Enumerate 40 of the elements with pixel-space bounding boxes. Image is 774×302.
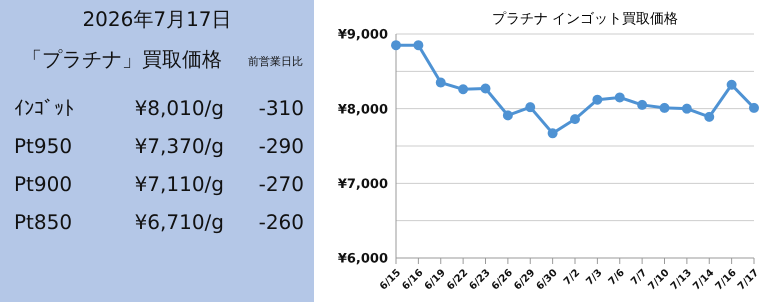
data-label: ¥6,710/g [134, 210, 224, 234]
y-tick-label: ¥6,000 [338, 252, 388, 267]
point [660, 102, 670, 113]
point [614, 92, 625, 102]
x-tick-label: 7/3 [584, 267, 605, 288]
point [436, 78, 446, 88]
point [480, 84, 490, 94]
category-label: ｲﾝｺﾞｯﾄ [14, 96, 74, 120]
point [391, 40, 401, 50]
data-label: -290 [258, 134, 304, 158]
point [749, 102, 759, 113]
chart-title: プラチナ インゴット買取価格 [490, 10, 680, 28]
point [704, 112, 714, 122]
point [726, 80, 737, 90]
x-tick-label: 7/2 [562, 267, 582, 288]
data-label: -260 [258, 210, 304, 234]
y-tick-label: ¥7,000 [338, 176, 388, 192]
point [548, 128, 558, 138]
y-tick-label: ¥8,000 [338, 102, 388, 118]
text: 2026年7月17日 [81, 6, 233, 33]
x-tick-label: 7/6 [606, 267, 627, 288]
y-tick-label: ¥9,000 [338, 28, 388, 43]
text: 前営業日比 [248, 54, 303, 69]
point [502, 110, 513, 120]
data-label: -310 [258, 96, 304, 120]
text: 「プラチナ」買取価格 [22, 46, 222, 73]
category-label: Pt950 [14, 134, 72, 158]
point [525, 102, 536, 112]
category-label: Pt850 [14, 210, 72, 234]
point [413, 40, 424, 50]
data-label: ¥7,370/g [134, 134, 224, 158]
data-label: -270 [258, 172, 304, 196]
point [592, 94, 602, 105]
point [458, 84, 468, 94]
data-label: ¥7,110/g [134, 172, 224, 196]
point [570, 114, 580, 124]
point [637, 100, 648, 110]
category-label: Pt900 [14, 172, 72, 196]
point [682, 104, 692, 114]
data-label: ¥8,010/g [134, 96, 224, 120]
